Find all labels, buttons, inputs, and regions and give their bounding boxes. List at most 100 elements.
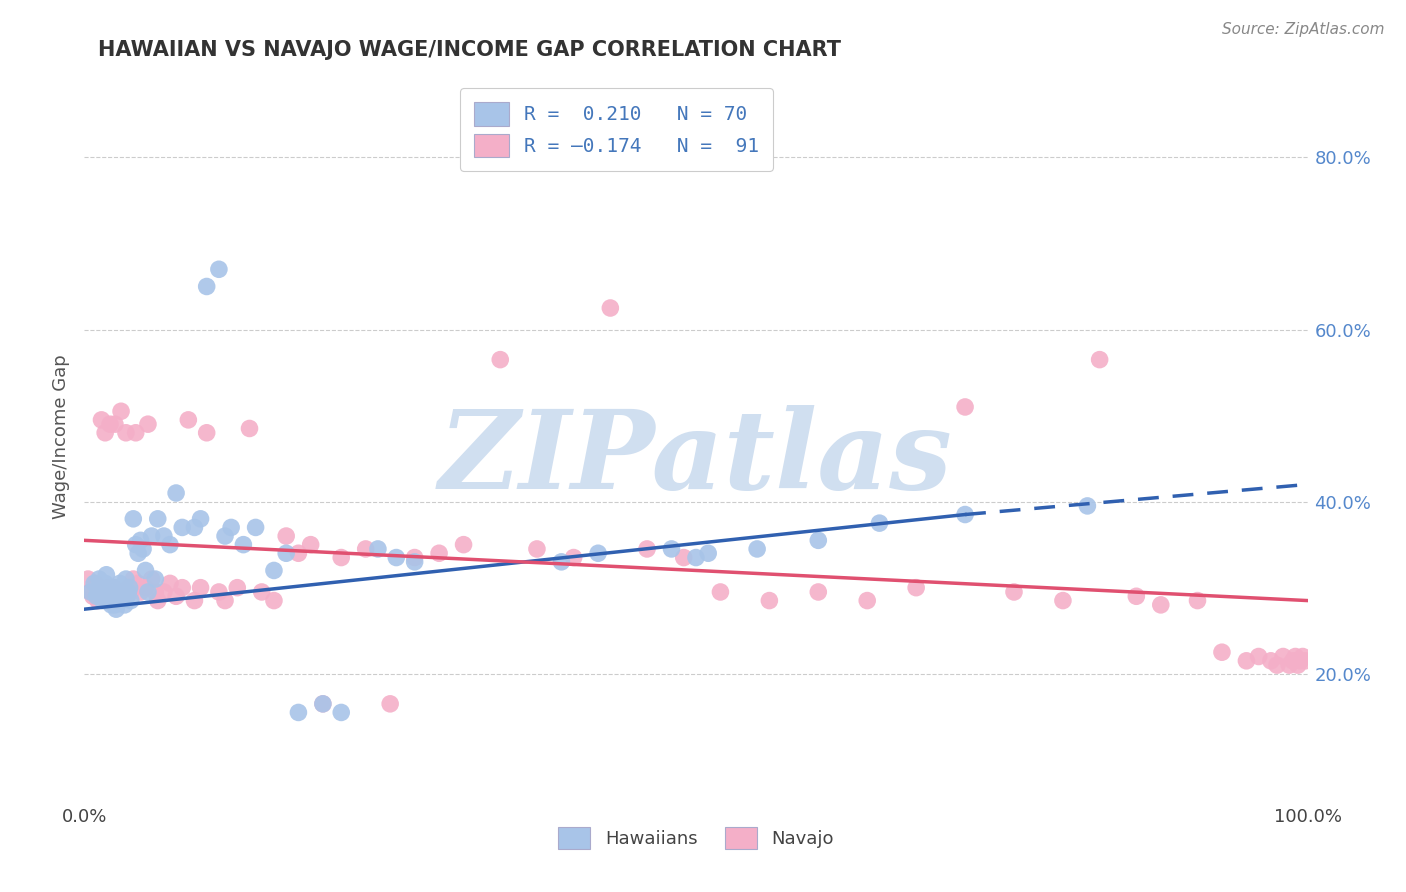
Point [97,581,120,595]
Point [1247,649,1270,664]
Point [195,279,218,293]
Point [100,598,122,612]
Y-axis label: Wage/Income Gap: Wage/Income Gap [52,355,70,519]
Point [226,581,249,595]
Point [132,541,155,556]
Point [135,581,157,595]
Point [127,576,149,591]
Point [367,541,389,556]
Point [287,706,309,720]
Point [276,546,298,560]
Point [312,697,335,711]
Point [136,417,159,432]
Point [1286,658,1309,673]
Point [404,550,426,565]
Point [685,550,707,565]
Point [1284,649,1306,664]
Point [758,593,780,607]
Point [97,589,120,603]
Point [94,576,117,591]
Point [1076,499,1098,513]
Point [146,512,169,526]
Point [195,425,218,440]
Point [86,589,108,603]
Point [526,541,548,556]
Point [190,581,212,595]
Point [385,550,408,565]
Point [136,585,159,599]
Point [103,581,125,595]
Point [214,529,236,543]
Point [276,529,298,543]
Point [129,585,152,599]
Point [115,589,138,603]
Point [172,581,194,595]
Point [100,585,122,599]
Point [93,585,115,599]
Point [120,585,142,599]
Point [83,576,105,591]
Point [93,585,115,599]
Point [1282,654,1305,668]
Point [172,520,194,534]
Point [112,581,135,595]
Point [190,512,212,526]
Point [120,593,142,607]
Point [77,572,100,586]
Point [84,576,107,591]
Point [135,564,157,578]
Point [1150,598,1173,612]
Point [905,581,928,595]
Point [586,546,609,560]
Point [143,572,166,586]
Point [111,585,134,599]
Point [125,538,148,552]
Text: ZIPatlas: ZIPatlas [439,405,953,513]
Point [90,581,112,595]
Point [661,541,683,556]
Point [107,585,129,599]
Point [208,585,231,599]
Point [1052,593,1074,607]
Point [562,550,585,565]
Point [1265,658,1288,673]
Point [165,486,187,500]
Point [354,541,377,556]
Point [183,520,205,534]
Point [127,546,149,560]
Point [117,581,139,595]
Point [697,546,720,560]
Legend: Hawaiians, Navajo: Hawaiians, Navajo [551,820,841,856]
Point [107,585,129,599]
Point [79,585,101,599]
Point [141,572,163,586]
Point [208,262,231,277]
Point [105,602,128,616]
Point [105,589,128,603]
Point [96,593,118,607]
Point [672,550,695,565]
Point [599,301,621,315]
Point [82,589,104,603]
Point [141,529,163,543]
Point [953,400,976,414]
Point [87,593,110,607]
Text: HAWAIIAN VS NAVAJO WAGE/INCOME GAP CORRELATION CHART: HAWAIIAN VS NAVAJO WAGE/INCOME GAP CORRE… [98,40,841,60]
Point [1289,654,1312,668]
Point [404,555,426,569]
Point [114,598,136,612]
Point [104,598,127,612]
Point [87,589,110,603]
Point [263,593,285,607]
Point [96,567,118,582]
Point [112,589,135,603]
Point [115,572,138,586]
Point [98,417,121,432]
Point [747,541,769,556]
Point [1278,658,1301,673]
Point [110,593,132,607]
Point [97,593,120,607]
Point [550,555,572,569]
Point [103,593,125,607]
Point [98,589,121,603]
